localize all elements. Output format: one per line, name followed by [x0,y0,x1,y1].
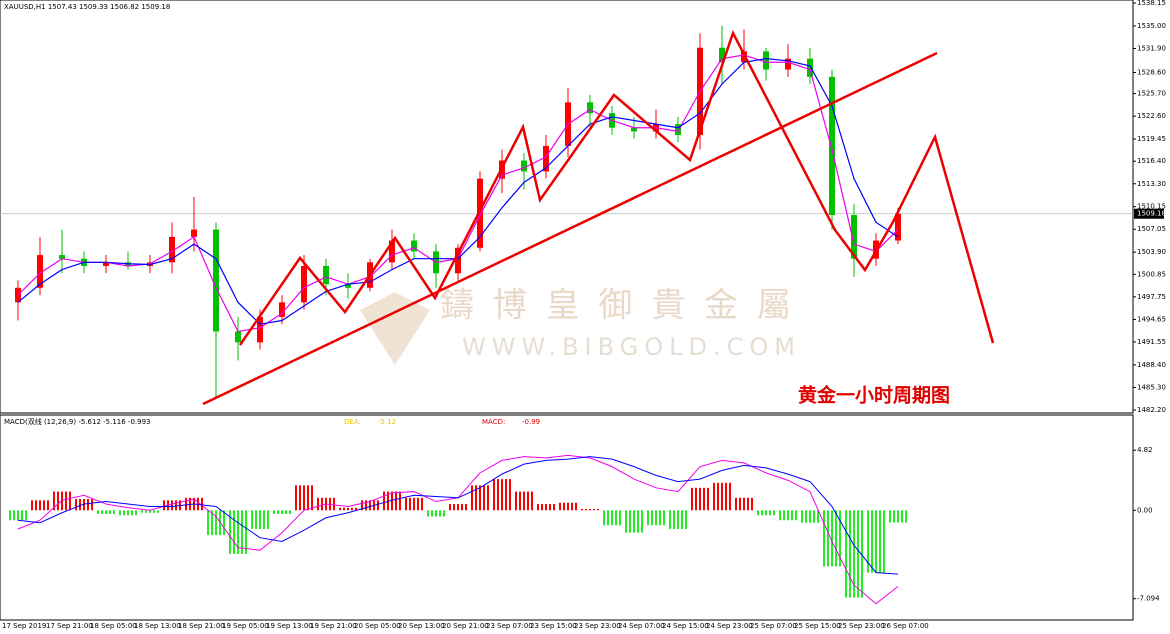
macd-line [17,454,899,605]
x-tick-label: 17 Sep 2019 [2,622,46,630]
x-tick-label: 18 Sep 21:00 [178,622,225,630]
x-tick-label: 23 Sep 15:00 [530,622,577,630]
x-tick-label: 20 Sep 21:00 [442,622,489,630]
y-tick-label: 1491.55 [1137,338,1166,346]
candle-body [103,262,109,266]
candle-body [389,240,395,263]
x-tick-label: 18 Sep 05:00 [90,622,137,630]
y-tick-label: 0.00 [1137,506,1153,514]
macd-line [17,456,899,575]
candle-body [345,284,351,288]
candle-body [213,229,219,332]
y-tick-label: 1510.15 [1137,203,1166,211]
candle-body [719,47,725,63]
y-tick-label: 1507.05 [1137,225,1166,233]
x-tick-label: 20 Sep 13:00 [398,622,445,630]
candle-body [851,215,857,259]
watermark-logo [360,292,430,365]
x-tick-label: 23 Sep 23:00 [574,622,621,630]
candle-body [587,102,593,114]
y-tick-label: 1535.00 [1137,22,1166,30]
y-tick-label: 1500.85 [1137,270,1166,278]
y-tick-label: 1522.60 [1137,112,1166,120]
candle-body [785,58,791,70]
y-tick-label: 1519.45 [1137,135,1166,143]
watermark-text: 鑄 博 皇 御 貴 金 屬 [440,286,795,326]
trendline [202,51,938,406]
y-tick-label: 1485.30 [1137,383,1166,391]
drawings [202,29,995,406]
moving-average [17,58,899,325]
current-price-label: 1509.18 [1137,210,1166,218]
candle-body [631,127,637,132]
dea-value: -5.12 [378,418,396,426]
x-tick-label: 25 Sep 07:00 [750,622,797,630]
x-tick-label: 23 Sep 07:00 [486,622,533,630]
x-tick-label: 25 Sep 23:00 [838,622,885,630]
macd-panel [0,414,1134,621]
macd-header: MACD(双线 (12,26,9) -5.612 -5.116 -0.993 [4,417,151,426]
candle-body [37,255,43,288]
y-tick-label: 1525.70 [1137,90,1166,98]
candle-body [301,265,307,303]
current-price-box [1134,208,1164,219]
candle-body [455,247,461,274]
x-tick-label: 19 Sep 05:00 [222,622,269,630]
candle-body [235,331,241,343]
y-tick-label: 1531.90 [1137,44,1166,52]
annotation: 黄金一小时周期图 [798,384,950,407]
candle-body [521,160,527,172]
candle-body [543,145,549,172]
x-tick-label: 19 Sep 21:00 [310,622,357,630]
x-tick-label: 24 Sep 23:00 [706,622,753,630]
y-tick-label: 1513.30 [1137,180,1166,188]
y-tick-label: 1528.60 [1137,68,1166,76]
y-tick-label: 1494.65 [1137,315,1166,323]
candle-body [279,302,285,317]
candle-body [323,265,329,285]
x-tick-label: 20 Sep 05:00 [354,622,401,630]
y-tick-label: 1482.20 [1137,406,1166,414]
candle-body [763,51,769,70]
x-tick-label: 26 Sep 07:00 [882,622,929,630]
candle-body [59,255,65,259]
y-tick-label: 4.82 [1137,446,1153,454]
y-tick-label: 1516.40 [1137,157,1166,165]
watermark-url: WWW.BIBGOLD.COM [462,333,801,361]
candle-body [169,236,175,263]
candle-body [411,240,417,252]
x-tick-label: 17 Sep 21:00 [46,622,93,630]
x-tick-label: 24 Sep 15:00 [662,622,709,630]
zigzag-forecast [238,29,995,346]
x-tick-label: 18 Sep 13:00 [134,622,181,630]
candle-body [807,58,813,77]
dea-label: DEA: [344,418,361,426]
candle-body [191,229,197,237]
macd-value: -0.99 [522,418,540,426]
y-tick-label: 1503.90 [1137,248,1166,256]
x-tick-label: 25 Sep 15:00 [794,622,841,630]
candle-body [675,124,681,136]
candle-body [829,76,835,216]
macd-label: MACD: [482,418,505,426]
y-tick-label: 1488.40 [1137,361,1166,369]
watermark: 鑄 博 皇 御 貴 金 屬 WWW.BIBGOLD.COM [360,286,801,365]
candle-body [895,213,901,241]
x-tick-label: 24 Sep 07:00 [618,622,665,630]
y-tick-label: -7.094 [1137,595,1160,603]
price-header: XAUUSD,H1 1507.43 1509.33 1506.82 1509.1… [4,3,170,11]
y-tick-label: 1497.75 [1137,293,1166,301]
macd-plot [9,454,907,605]
candle-body [257,316,263,343]
y-tick-label: 1538.15 [1137,0,1166,7]
x-tick-label: 19 Sep 13:00 [266,622,313,630]
